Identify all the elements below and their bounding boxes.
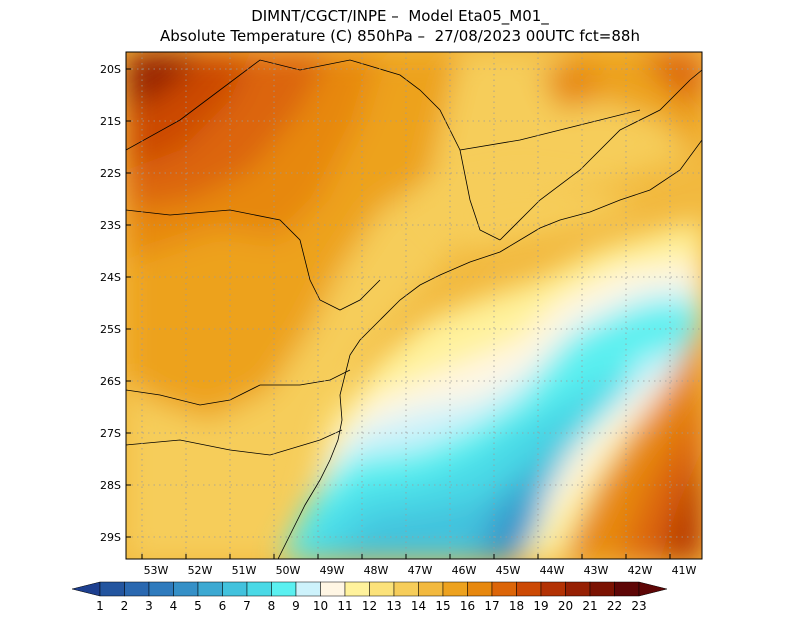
lat-label: 23S	[100, 219, 121, 232]
lon-label: 44W	[540, 564, 565, 577]
lon-label: 43W	[584, 564, 609, 577]
lon-label: 50W	[276, 564, 301, 577]
lon-label: 42W	[628, 564, 653, 577]
colorbar-label: 15	[435, 599, 450, 613]
longitude-labels: 53W 52W 51W 50W 49W 48W 47W 46W 45W 44W …	[144, 564, 697, 577]
colorbar-swatch	[589, 581, 615, 597]
colorbar-swatch	[344, 581, 370, 597]
colorbar-label: 1	[96, 599, 104, 613]
colorbar-label: 3	[145, 599, 153, 613]
colorbar-label: 22	[607, 599, 622, 613]
map-frame	[125, 51, 703, 560]
lon-label: 45W	[496, 564, 521, 577]
map-title-line-1: DIMNT/CGCT/INPE – Model Eta05_M01_	[251, 7, 549, 25]
colorbar-swatch	[99, 581, 125, 597]
colorbar-swatch	[418, 581, 444, 597]
colorbar-label: 6	[219, 599, 227, 613]
colorbar-label: 16	[460, 599, 475, 613]
colorbar-arrow-right	[638, 581, 668, 597]
colorbar-swatch	[565, 581, 591, 597]
colorbar-swatch	[320, 581, 346, 597]
colorbar-label: 23	[631, 599, 646, 613]
colorbar-label: 12	[362, 599, 377, 613]
latitude-labels: 20S 21S 22S 23S 24S 25S 26S 27S 28S 29S	[100, 63, 121, 544]
colorbar-label: 7	[243, 599, 251, 613]
lon-label: 46W	[452, 564, 477, 577]
colorbar-label: 19	[533, 599, 548, 613]
map-title-line-2: Absolute Temperature (C) 850hPa – 27/08/…	[160, 27, 640, 45]
colorbar-label: 21	[582, 599, 597, 613]
colorbar-label: 13	[386, 599, 401, 613]
lat-label: 25S	[100, 323, 121, 336]
lat-label: 27S	[100, 427, 121, 440]
lat-lon-grid	[126, 52, 702, 559]
colorbar-label: 20	[558, 599, 573, 613]
colorbar-swatch	[271, 581, 297, 597]
lon-label: 53W	[144, 564, 169, 577]
lat-label: 26S	[100, 375, 121, 388]
colorbar-label: 11	[337, 599, 352, 613]
temperature-field	[126, 52, 702, 559]
lon-label: 41W	[672, 564, 697, 577]
colorbar-swatch	[369, 581, 395, 597]
colorbar-label: 14	[411, 599, 426, 613]
lat-label: 28S	[100, 479, 121, 492]
colorbar-label: 17	[484, 599, 499, 613]
colorbar-swatch	[614, 581, 640, 597]
colorbar-label: 8	[268, 599, 276, 613]
lon-label: 48W	[364, 564, 389, 577]
colorbar-swatch	[491, 581, 517, 597]
colorbar-swatch	[295, 581, 321, 597]
colorbar-label: 18	[509, 599, 524, 613]
lon-label: 51W	[232, 564, 257, 577]
colorbar-swatch	[222, 581, 248, 597]
colorbar-swatch	[540, 581, 566, 597]
colorbar-label: 9	[292, 599, 300, 613]
colorbar-swatch	[197, 581, 223, 597]
lat-label: 20S	[100, 63, 121, 76]
colorbar-swatch	[442, 581, 468, 597]
colorbar-label: 10	[313, 599, 328, 613]
colorbar-arrow-left	[71, 581, 101, 597]
lat-label: 24S	[100, 271, 121, 284]
colorbar-swatch	[393, 581, 419, 597]
colorbar: 1 2 3 4 5 6 7 8 9 10 11 12 13 14 15 16 17 18 19 20 21 22 23	[71, 581, 668, 613]
colorbar-swatch	[148, 581, 174, 597]
colorbar-swatch	[124, 581, 150, 597]
lon-label: 47W	[408, 564, 433, 577]
colorbar-label: 2	[121, 599, 129, 613]
lon-label: 52W	[188, 564, 213, 577]
colorbar-label: 4	[170, 599, 178, 613]
axis-ticks	[126, 68, 671, 559]
colorbar-swatch	[516, 581, 542, 597]
lat-label: 22S	[100, 167, 121, 180]
lon-label: 49W	[320, 564, 345, 577]
lat-label: 21S	[100, 115, 121, 128]
colorbar-swatch	[467, 581, 493, 597]
colorbar-swatch	[173, 581, 199, 597]
lat-label: 29S	[100, 531, 121, 544]
colorbar-swatch	[246, 581, 272, 597]
colorbar-label: 5	[194, 599, 202, 613]
